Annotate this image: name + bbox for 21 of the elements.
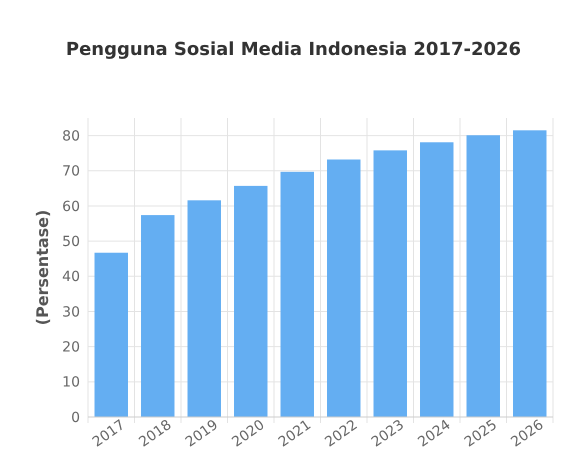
y-tick-label: 40 <box>62 269 80 286</box>
bar <box>374 150 407 417</box>
bar <box>327 160 360 417</box>
chart-title: Pengguna Sosial Media Indonesia 2017-2026 <box>66 39 522 60</box>
y-tick-label: 80 <box>62 128 80 144</box>
y-tick-label: 20 <box>62 340 80 356</box>
y-tick-label: 30 <box>62 304 80 320</box>
y-tick-label: 60 <box>62 198 80 215</box>
y-axis-title: (Persentase) <box>33 210 52 326</box>
bar <box>466 135 500 417</box>
bar <box>141 215 174 417</box>
bar <box>234 186 268 417</box>
bar <box>94 252 128 417</box>
y-tick-label: 50 <box>62 234 80 250</box>
bar <box>280 172 314 417</box>
bar <box>513 130 546 417</box>
bar <box>188 200 221 417</box>
y-tick-label: 10 <box>62 374 80 391</box>
y-tick-label: 0 <box>71 410 80 426</box>
bar <box>420 142 454 417</box>
y-tick-label: 70 <box>62 164 80 180</box>
